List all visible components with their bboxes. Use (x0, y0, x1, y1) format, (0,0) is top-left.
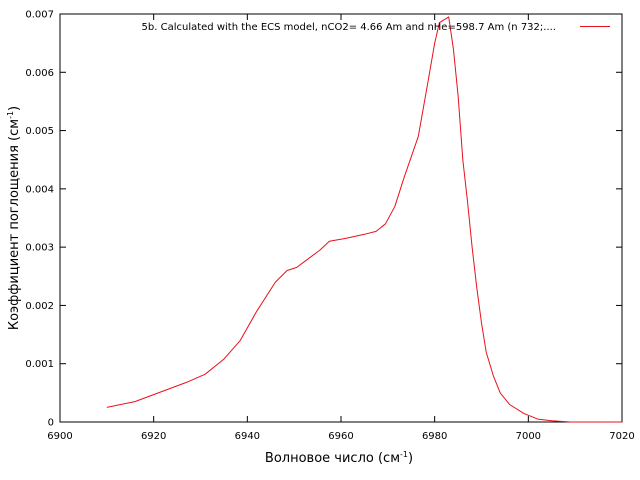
y-axis-label: Коэффициент поглощения (см-1) (6, 106, 22, 330)
x-tick-label: 7020 (609, 431, 634, 442)
x-tick-label: 7000 (516, 431, 541, 442)
legend: 5b. Calculated with the ECS model, nCO2=… (142, 22, 610, 33)
y-tick-label: 0.007 (25, 10, 54, 21)
x-axis-label-text: Волновое число (см (265, 451, 400, 466)
x-tick-label: 6940 (235, 431, 260, 442)
legend-label: 5b. Calculated with the ECS model, nCO2=… (142, 22, 556, 33)
x-tick-label: 6920 (141, 431, 166, 442)
x-axis-label-end: ) (408, 451, 413, 466)
y-axis-label-end: ) (7, 106, 22, 111)
y-tick-label: 0.003 (25, 243, 54, 254)
x-axis-label: Волновое число (см-1) (265, 450, 413, 466)
y-axis-label-sup: -1 (6, 111, 15, 119)
y-tick-label: 0.006 (25, 68, 54, 79)
series-line (106, 16, 622, 423)
y-axis-label-text: Коэффициент поглощения (см (7, 119, 22, 330)
x-axis-label-sup: -1 (400, 450, 408, 459)
plot-frame (59, 13, 623, 423)
x-axis: 6900 6920 6940 6960 6980 7000 7020 (47, 14, 635, 442)
y-tick-label: 0 (48, 418, 54, 429)
x-tick-label: 6960 (328, 431, 353, 442)
series-layer (106, 16, 622, 423)
y-tick-label: 0.004 (25, 184, 54, 195)
x-tick-label: 6980 (422, 431, 447, 442)
x-tick-label: 6900 (47, 431, 72, 442)
y-tick-label: 0.002 (25, 301, 54, 312)
y-axis: 0 0.001 0.002 0.003 0.004 0.005 0.006 0.007 (25, 10, 622, 429)
y-tick-label: 0.005 (25, 126, 54, 137)
y-tick-label: 0.001 (25, 359, 54, 370)
